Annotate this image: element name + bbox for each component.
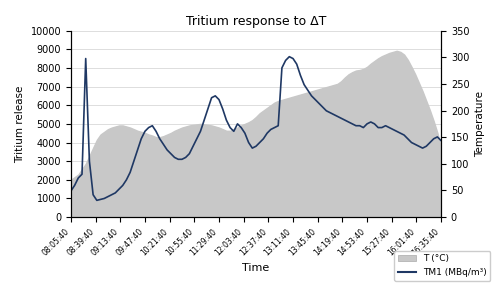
Title: Tritium response to ΔT: Tritium response to ΔT [186, 15, 326, 28]
Y-axis label: Temperature: Temperature [475, 91, 485, 157]
Legend: T (°C), TM1 (MBq/m³): T (°C), TM1 (MBq/m³) [394, 251, 490, 281]
Y-axis label: Tritium release: Tritium release [15, 85, 25, 162]
X-axis label: Time: Time [242, 263, 270, 273]
